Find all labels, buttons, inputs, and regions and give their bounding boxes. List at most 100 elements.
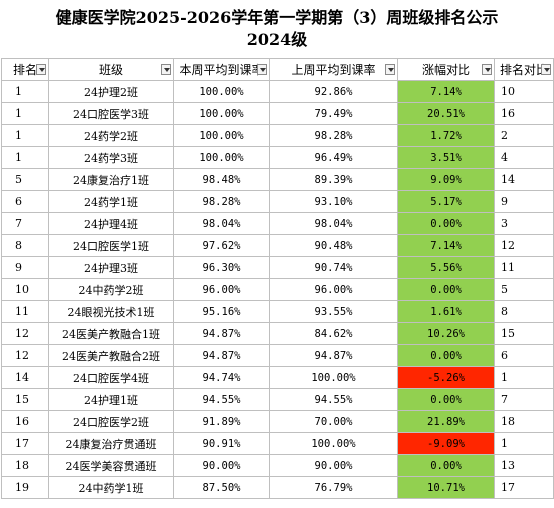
- rank-change-cell: 1: [494, 366, 554, 389]
- rank-change-cell: 15: [494, 322, 554, 345]
- class-cell: 24眼视光技术1班: [48, 300, 174, 323]
- rank-change-cell: 17: [494, 476, 554, 499]
- table-row[interactable]: 11 24眼视光技术1班 95.16% 93.55% 1.61% 8: [1, 300, 554, 323]
- table-row[interactable]: 15 24护理1班 94.55% 94.55% 0.00% 7: [1, 388, 554, 411]
- table-row[interactable]: 17 24康复治疗贯通班 90.91% 100.00% -9.09% 1: [1, 432, 554, 455]
- header-change: 涨幅对比: [397, 58, 495, 81]
- this-week-cell: 90.00%: [173, 454, 270, 477]
- header-this-week: 本周平均到课率: [173, 58, 270, 81]
- filter-dropdown-icon[interactable]: [161, 64, 171, 75]
- rank-change-cell: 7: [494, 388, 554, 411]
- class-cell: 24医美产教融合2班: [48, 344, 174, 367]
- table-row[interactable]: 1 24药学2班 100.00% 98.28% 1.72% 2: [1, 124, 554, 147]
- class-cell: 24护理1班: [48, 388, 174, 411]
- header-rank: 排名: [1, 58, 49, 81]
- class-cell: 24口腔医学4班: [48, 366, 174, 389]
- filter-dropdown-icon[interactable]: [36, 64, 46, 75]
- rank-cell: 1: [1, 124, 49, 147]
- rank-cell: 1: [1, 80, 49, 103]
- title-line-1: 健康医学院2025-2026学年第一学期第（3）周班级排名公示: [55, 8, 499, 27]
- rank-change-cell: 4: [494, 146, 554, 169]
- rank-change-cell: 12: [494, 234, 554, 257]
- class-cell: 24医学美容贯通班: [48, 454, 174, 477]
- header-row: 排名 班级 本周平均到课率 上周平均到课率 涨幅对比 排名对比: [1, 58, 554, 81]
- this-week-cell: 94.87%: [173, 344, 270, 367]
- table-row[interactable]: 1 24药学3班 100.00% 96.49% 3.51% 4: [1, 146, 554, 169]
- change-cell: 10.71%: [397, 476, 495, 499]
- change-cell: 5.56%: [397, 256, 495, 279]
- this-week-cell: 90.91%: [173, 432, 270, 455]
- rank-change-cell: 9: [494, 190, 554, 213]
- this-week-cell: 96.00%: [173, 278, 270, 301]
- rank-cell: 14: [1, 366, 49, 389]
- rank-change-cell: 10: [494, 80, 554, 103]
- this-week-cell: 100.00%: [173, 80, 270, 103]
- table-row[interactable]: 9 24护理3班 96.30% 90.74% 5.56% 11: [1, 256, 554, 279]
- rank-cell: 5: [1, 168, 49, 191]
- change-cell: 1.72%: [397, 124, 495, 147]
- last-week-cell: 90.74%: [269, 256, 398, 279]
- change-cell: 0.00%: [397, 454, 495, 477]
- this-week-cell: 98.48%: [173, 168, 270, 191]
- rank-change-cell: 2: [494, 124, 554, 147]
- rank-change-cell: 18: [494, 410, 554, 433]
- filter-dropdown-icon[interactable]: [385, 64, 395, 75]
- this-week-cell: 87.50%: [173, 476, 270, 499]
- rank-change-cell: 8: [494, 300, 554, 323]
- table-row[interactable]: 16 24口腔医学2班 91.89% 70.00% 21.89% 18: [1, 410, 554, 433]
- last-week-cell: 93.55%: [269, 300, 398, 323]
- class-cell: 24药学1班: [48, 190, 174, 213]
- filter-dropdown-icon[interactable]: [482, 64, 492, 75]
- this-week-cell: 98.28%: [173, 190, 270, 213]
- this-week-cell: 91.89%: [173, 410, 270, 433]
- rank-cell: 10: [1, 278, 49, 301]
- rank-cell: 1: [1, 102, 49, 125]
- ranking-table: 排名 班级 本周平均到课率 上周平均到课率 涨幅对比 排名对比 1 24护理2班 1…: [1, 58, 554, 499]
- rank-change-cell: 11: [494, 256, 554, 279]
- rank-cell: 11: [1, 300, 49, 323]
- change-cell: 1.61%: [397, 300, 495, 323]
- class-cell: 24康复治疗贯通班: [48, 432, 174, 455]
- last-week-cell: 98.28%: [269, 124, 398, 147]
- table-row[interactable]: 19 24中药学1班 87.50% 76.79% 10.71% 17: [1, 476, 554, 499]
- class-cell: 24口腔医学2班: [48, 410, 174, 433]
- last-week-cell: 93.10%: [269, 190, 398, 213]
- table-row[interactable]: 5 24康复治疗1班 98.48% 89.39% 9.09% 14: [1, 168, 554, 191]
- rank-cell: 7: [1, 212, 49, 235]
- table-row[interactable]: 14 24口腔医学4班 94.74% 100.00% -5.26% 1: [1, 366, 554, 389]
- header-class: 班级: [48, 58, 174, 81]
- class-cell: 24中药学1班: [48, 476, 174, 499]
- table-row[interactable]: 12 24医美产教融合2班 94.87% 94.87% 0.00% 6: [1, 344, 554, 367]
- rank-cell: 1: [1, 146, 49, 169]
- this-week-cell: 94.87%: [173, 322, 270, 345]
- class-cell: 24药学3班: [48, 146, 174, 169]
- last-week-cell: 84.62%: [269, 322, 398, 345]
- change-cell: 7.14%: [397, 80, 495, 103]
- rank-cell: 18: [1, 454, 49, 477]
- rank-change-cell: 14: [494, 168, 554, 191]
- last-week-cell: 96.00%: [269, 278, 398, 301]
- last-week-cell: 89.39%: [269, 168, 398, 191]
- this-week-cell: 97.62%: [173, 234, 270, 257]
- table-row[interactable]: 18 24医学美容贯通班 90.00% 90.00% 0.00% 13: [1, 454, 554, 477]
- class-cell: 24口腔医学3班: [48, 102, 174, 125]
- last-week-cell: 94.87%: [269, 344, 398, 367]
- table-row[interactable]: 10 24中药学2班 96.00% 96.00% 0.00% 5: [1, 278, 554, 301]
- rank-change-cell: 16: [494, 102, 554, 125]
- table-row[interactable]: 12 24医美产教融合1班 94.87% 84.62% 10.26% 15: [1, 322, 554, 345]
- change-cell: 0.00%: [397, 388, 495, 411]
- table-row[interactable]: 7 24护理4班 98.04% 98.04% 0.00% 3: [1, 212, 554, 235]
- rank-cell: 12: [1, 344, 49, 367]
- rank-cell: 19: [1, 476, 49, 499]
- change-cell: 10.26%: [397, 322, 495, 345]
- change-cell: 0.00%: [397, 278, 495, 301]
- table-row[interactable]: 1 24护理2班 100.00% 92.86% 7.14% 10: [1, 80, 554, 103]
- change-cell: 21.89%: [397, 410, 495, 433]
- class-cell: 24康复治疗1班: [48, 168, 174, 191]
- table-row[interactable]: 6 24药学1班 98.28% 93.10% 5.17% 9: [1, 190, 554, 213]
- table-row[interactable]: 8 24口腔医学1班 97.62% 90.48% 7.14% 12: [1, 234, 554, 257]
- table-row[interactable]: 1 24口腔医学3班 100.00% 79.49% 20.51% 16: [1, 102, 554, 125]
- rank-cell: 8: [1, 234, 49, 257]
- filter-dropdown-icon[interactable]: [541, 64, 551, 75]
- filter-dropdown-icon[interactable]: [257, 64, 267, 75]
